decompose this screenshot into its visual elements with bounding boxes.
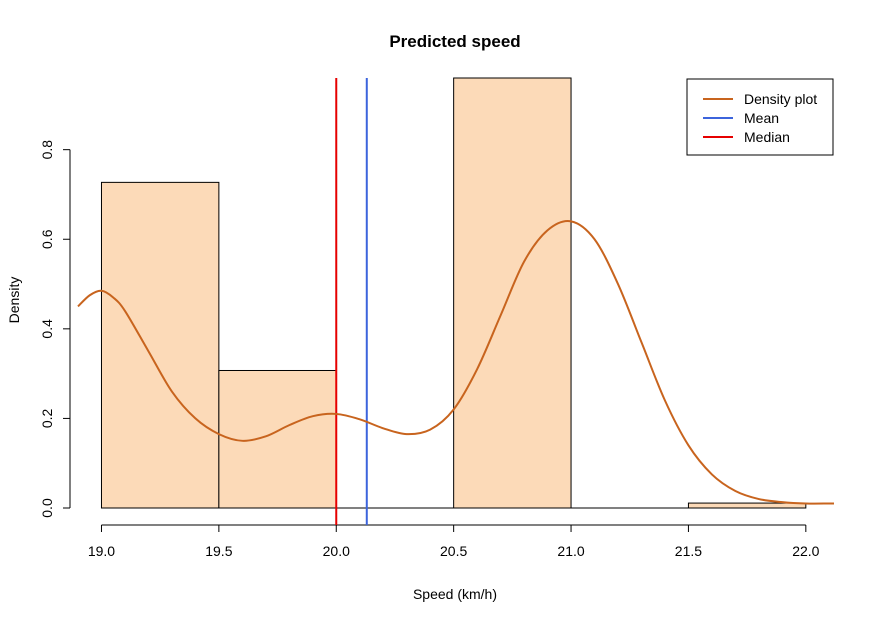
x-axis: 19.0 19.5 20.0 20.5 21.0 21.5 22.0 [88,524,820,559]
y-axis: 0.0 0.2 0.4 0.6 0.8 [39,140,71,518]
y-tick-label: 0.0 [39,498,55,518]
histogram-bar [453,77,572,509]
x-tick-label: 19.0 [88,543,115,559]
histogram-bar [687,502,807,509]
y-tick-label: 0.4 [39,319,55,339]
x-axis-label: Speed (km/h) [413,586,497,602]
x-tick-label: 21.0 [557,543,584,559]
density-curve [77,220,834,505]
legend-label: Mean [744,110,779,126]
y-tick-label: 0.6 [39,229,55,249]
legend-label: Median [744,129,790,145]
histogram-bar [100,181,220,509]
chart-title: Predicted speed [389,32,520,51]
x-tick-label: 21.5 [675,543,702,559]
histogram-bar [218,369,337,509]
histogram-bars [100,77,807,509]
y-axis-label: Density [6,277,22,324]
x-tick-label: 20.5 [440,543,467,559]
x-tick-label: 19.5 [205,543,232,559]
y-tick-label: 0.2 [39,408,55,428]
y-tick-label: 0.8 [39,140,55,160]
x-tick-label: 22.0 [792,543,819,559]
x-tick-label: 20.0 [323,543,350,559]
legend: Density plot Mean Median [686,78,834,156]
reference-lines [77,78,834,525]
legend-box [686,78,834,156]
legend-label: Density plot [744,91,817,107]
